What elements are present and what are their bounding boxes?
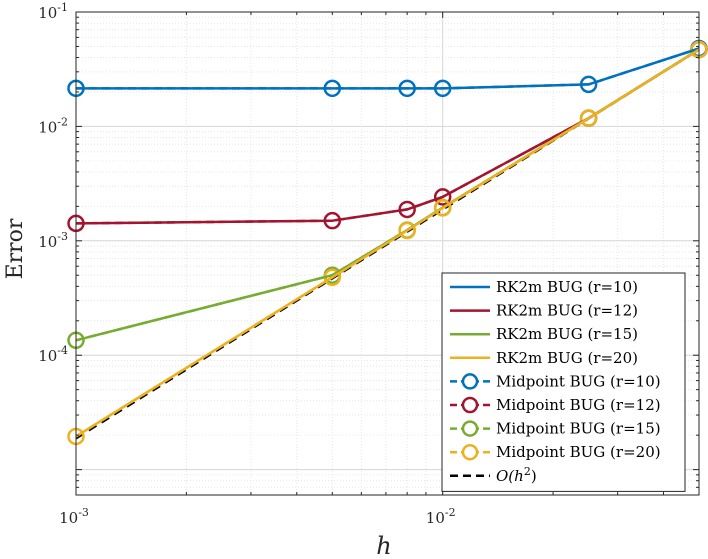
legend-label-midpoint-bug-r-10: Midpoint BUG (r=10) (496, 372, 661, 390)
series-line-rk2m-bug-r-10 (76, 47, 700, 90)
axes-box (75, 11, 700, 496)
legend-label-midpoint-bug-r-20: Midpoint BUG (r=20) (496, 443, 661, 461)
legend: RK2m BUG (r=10) RK2m BUG (r=12) RK2m BUG (… (441, 272, 686, 492)
y-axis-title: Error (3, 218, 28, 279)
y-tick-label: 10-1 (38, 1, 68, 22)
data-point-midpoint-bug-r-20 (579, 109, 598, 127)
legend-marker-midpoint-bug-r-15 (461, 420, 479, 437)
legend-marker-midpoint-bug-r-10 (461, 373, 479, 390)
tick-labels: 10-3 10-2 10-1 10-2 10-3 10-4 (38, 1, 455, 527)
data-point-midpoint-bug-r-12 (433, 188, 452, 206)
y-tick-label: 10-2 (38, 115, 68, 136)
series-line-rk2m-bug-r-20 (75, 48, 700, 438)
legend-marker-midpoint-bug-r-12 (461, 396, 479, 414)
legend-label-rk2m-bug-r-10: RK2m BUG (r=10) (496, 278, 638, 296)
data-point-midpoint-bug-r-20 (398, 221, 416, 240)
x-axis-title: h (376, 532, 391, 559)
legend-label-rk2m-bug-r-15: RK2m BUG (r=15) (496, 325, 638, 343)
data-point-midpoint-bug-r-20 (433, 199, 452, 217)
y-tick-label: 10-4 (38, 344, 68, 365)
legend-label-midpoint-bug-r-15: Midpoint BUG (r=15) (496, 420, 661, 438)
series-layer (67, 39, 708, 446)
legend-label-rk2m-bug-r-20: RK2m BUG (r=20) (496, 349, 638, 367)
axes-layer (75, 11, 700, 496)
legend-marker-midpoint-bug-r-20 (461, 443, 479, 461)
legend-label-midpoint-bug-r-12: Midpoint BUG (r=12) (496, 396, 661, 414)
y-tick-label: 10-3 (38, 230, 68, 251)
legend-label-o-h-2: O(h2) (496, 465, 537, 485)
x-tick-label: 10-2 (426, 506, 456, 527)
x-tick-label: 10-3 (59, 506, 89, 527)
legend-label-rk2m-bug-r-12: RK2m BUG (r=12) (496, 302, 638, 320)
